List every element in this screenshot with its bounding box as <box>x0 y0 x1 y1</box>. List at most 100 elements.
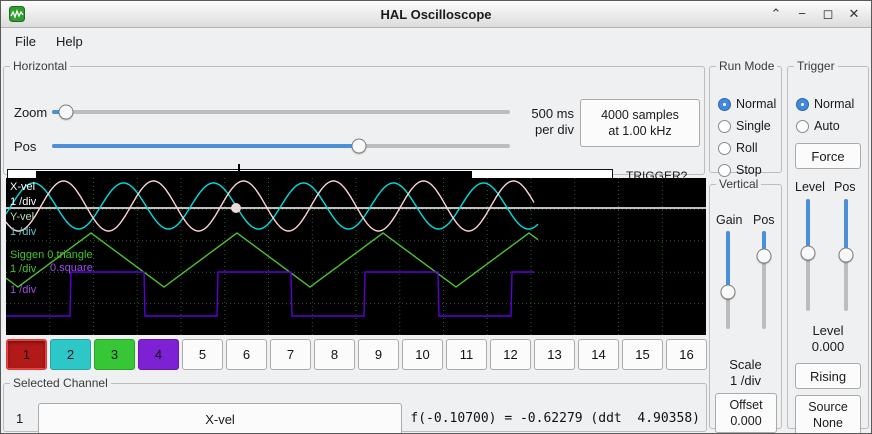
samples-button[interactable]: 4000 samples at 1.00 kHz <box>580 99 700 147</box>
offset-value: 0.000 <box>730 414 762 428</box>
samples-line1: 4000 samples <box>601 107 679 122</box>
channel-button-11[interactable]: 11 <box>446 339 487 370</box>
vertical-group-title: Vertical <box>719 177 759 191</box>
rising-button[interactable]: Rising <box>795 363 861 389</box>
radio-label: Normal <box>814 97 855 111</box>
trigger-pos-slider[interactable] <box>838 199 854 311</box>
radio-icon <box>718 97 731 111</box>
run-mode-option-single[interactable]: Single <box>718 119 771 133</box>
vertical-pos-label: Pos <box>753 213 775 227</box>
rate-line2: per div <box>534 122 574 137</box>
rate-line1: 500 ms <box>531 106 574 121</box>
trigger-level-readout-label: Level <box>812 323 844 338</box>
trigger-level-slider[interactable] <box>800 199 816 311</box>
channel-readout: f(-0.10700) = -0.62279 (ddt 4.90358) <box>410 411 700 426</box>
channel-button-6[interactable]: 6 <box>226 339 267 370</box>
scope-channel-label: Y-vel <box>10 211 35 223</box>
maximize-button[interactable]: ◻ <box>822 6 834 21</box>
channel-button-8[interactable]: 8 <box>314 339 355 370</box>
vertical-pos-slider[interactable] <box>756 231 772 329</box>
channel-button-16[interactable]: 16 <box>666 339 707 370</box>
scope-channel-label: 0.square <box>50 262 93 274</box>
trigger-level-label: Level <box>795 180 825 194</box>
force-button[interactable]: Force <box>795 143 861 169</box>
zoom-slider[interactable] <box>52 103 510 121</box>
channel-button-5[interactable]: 5 <box>182 339 223 370</box>
radio-label: Single <box>736 119 771 133</box>
channel-button-4[interactable]: 4 <box>138 339 179 370</box>
channel-button-10[interactable]: 10 <box>402 339 443 370</box>
gain-slider-handle[interactable] <box>720 284 736 300</box>
gain-slider[interactable] <box>720 231 736 329</box>
radio-label: Normal <box>736 97 777 111</box>
radio-label: Stop <box>736 163 762 177</box>
channel-name-button[interactable]: X-vel <box>38 403 402 433</box>
sample-rate-text: 500 ms per div <box>508 106 574 138</box>
trigger-level-slider-fill <box>806 199 810 253</box>
shade-button[interactable]: ⌃ <box>770 6 782 21</box>
vertical-pos-slider-fill <box>762 231 766 257</box>
channel-button-1[interactable]: 1 <box>6 339 47 370</box>
channel-button-9[interactable]: 9 <box>358 339 399 370</box>
scope-channel-label: X-vel <box>10 181 36 193</box>
samples-line2: at 1.00 kHz <box>608 124 672 138</box>
channel-button-3[interactable]: 3 <box>94 339 135 370</box>
selected-channel-group: Selected Channel 1 X-vel f(-0.10700) = -… <box>3 376 707 433</box>
scale-value: 1 /div <box>729 373 762 388</box>
menu-item-help[interactable]: Help <box>55 33 83 49</box>
scope-scale-label: 1 /div <box>10 226 37 238</box>
minimize-button[interactable]: − <box>798 6 806 21</box>
radio-label: Roll <box>736 141 758 155</box>
selected-channel-group-title: Selected Channel <box>13 376 108 390</box>
zoom-label: Zoom <box>14 105 48 120</box>
pos-label: Pos <box>14 139 37 154</box>
pos-slider-fill <box>52 144 359 148</box>
source-button[interactable]: Source None <box>795 395 861 433</box>
gain-label: Gain <box>716 213 743 227</box>
zoom-slider-handle[interactable] <box>58 104 74 120</box>
trigger-option-normal[interactable]: Normal <box>796 97 854 111</box>
radio-icon <box>718 119 731 133</box>
vertical-pos-slider-groove <box>762 231 766 329</box>
record-trigger-tick <box>238 164 240 186</box>
close-button[interactable]: ✕ <box>848 6 860 21</box>
source-label: Source <box>808 399 848 414</box>
scope-canvas <box>6 178 706 335</box>
radio-icon <box>796 97 809 111</box>
titlebar: HAL Oscilloscope ⌃ − ◻ ✕ <box>1 1 871 28</box>
run-mode-group-title: Run Mode <box>719 59 775 73</box>
channel-button-7[interactable]: 7 <box>270 339 311 370</box>
pos-slider[interactable] <box>52 137 510 155</box>
pos-slider-handle[interactable] <box>351 138 367 154</box>
run-mode-option-stop[interactable]: Stop <box>718 163 762 177</box>
run-mode-option-roll[interactable]: Roll <box>718 141 758 155</box>
scope-scale-label: 1 /div <box>10 196 37 208</box>
window-title: HAL Oscilloscope <box>380 6 492 22</box>
channel-button-14[interactable]: 14 <box>578 339 619 370</box>
horizontal-group: Horizontal Zoom 500 ms per div 4000 samp… <box>3 59 705 186</box>
offset-button[interactable]: Offset 0.000 <box>715 393 777 433</box>
trigger-pos-slider-fill <box>844 199 848 255</box>
run-mode-group: Run Mode Normal Single Roll Stop <box>709 59 782 177</box>
channel-button-2[interactable]: 2 <box>50 339 91 370</box>
vertical-group: Vertical Gain Pos Scale 1 /div Offset 0.… <box>709 177 782 433</box>
channel-button-15[interactable]: 15 <box>622 339 663 370</box>
vertical-pos-slider-handle[interactable] <box>756 248 772 264</box>
menu-item-file[interactable]: File <box>15 33 36 49</box>
trigger-level-slider-handle[interactable] <box>800 245 816 261</box>
run-mode-option-normal[interactable]: Normal <box>718 97 776 111</box>
channel-button-13[interactable]: 13 <box>534 339 575 370</box>
trigger-group: Trigger Normal Auto Force Level Pos Leve… <box>787 59 869 433</box>
zoom-slider-groove <box>52 110 510 114</box>
trigger-pos-slider-handle[interactable] <box>838 247 854 263</box>
scope-channel-label: Siggen 0.triangle <box>10 249 93 261</box>
radio-label: Auto <box>814 119 840 133</box>
channel-button-12[interactable]: 12 <box>490 339 531 370</box>
menubar: File Help <box>1 28 871 54</box>
radio-icon <box>718 163 731 177</box>
scope-display[interactable]: X-vel 1 /div Y-vel 1 /div Siggen 0.trian… <box>6 178 706 335</box>
gain-slider-fill <box>726 231 730 292</box>
trigger-option-auto[interactable]: Auto <box>796 119 840 133</box>
trigger-level-readout-value: 0.000 <box>811 339 845 354</box>
